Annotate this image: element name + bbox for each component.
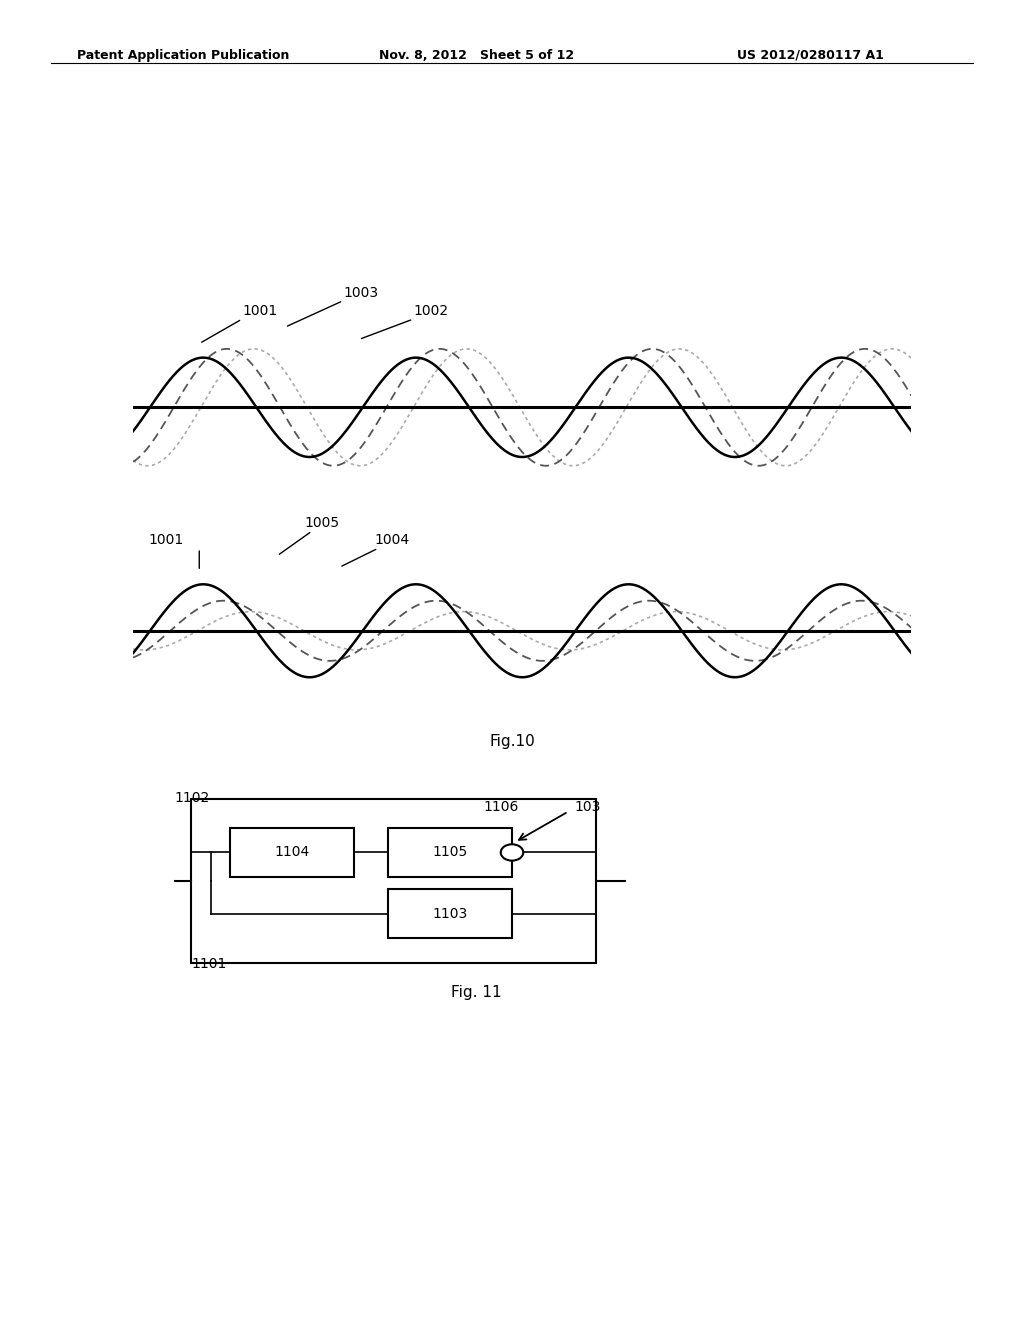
- Text: 1002: 1002: [414, 304, 449, 318]
- Text: 1104: 1104: [274, 845, 310, 859]
- Text: Nov. 8, 2012   Sheet 5 of 12: Nov. 8, 2012 Sheet 5 of 12: [379, 49, 574, 62]
- Bar: [388, 890, 512, 939]
- Bar: [230, 828, 354, 876]
- Text: Fig. 11: Fig. 11: [451, 985, 502, 999]
- Bar: [388, 828, 512, 876]
- Text: 1005: 1005: [304, 516, 340, 531]
- Text: Fig.10: Fig.10: [489, 734, 535, 748]
- Text: 1103: 1103: [432, 907, 468, 921]
- Text: 1105: 1105: [432, 845, 468, 859]
- Text: 1003: 1003: [343, 285, 379, 300]
- Text: 1001: 1001: [148, 533, 184, 548]
- Text: 1004: 1004: [375, 533, 410, 548]
- Text: Patent Application Publication: Patent Application Publication: [77, 49, 289, 62]
- Text: 1001: 1001: [242, 304, 278, 318]
- Text: 1106: 1106: [484, 800, 519, 814]
- Circle shape: [501, 845, 523, 861]
- Text: 1101: 1101: [190, 957, 226, 972]
- Text: 1102: 1102: [174, 791, 209, 805]
- Bar: [190, 799, 596, 964]
- Text: US 2012/0280117 A1: US 2012/0280117 A1: [737, 49, 884, 62]
- Text: 103: 103: [573, 800, 600, 814]
